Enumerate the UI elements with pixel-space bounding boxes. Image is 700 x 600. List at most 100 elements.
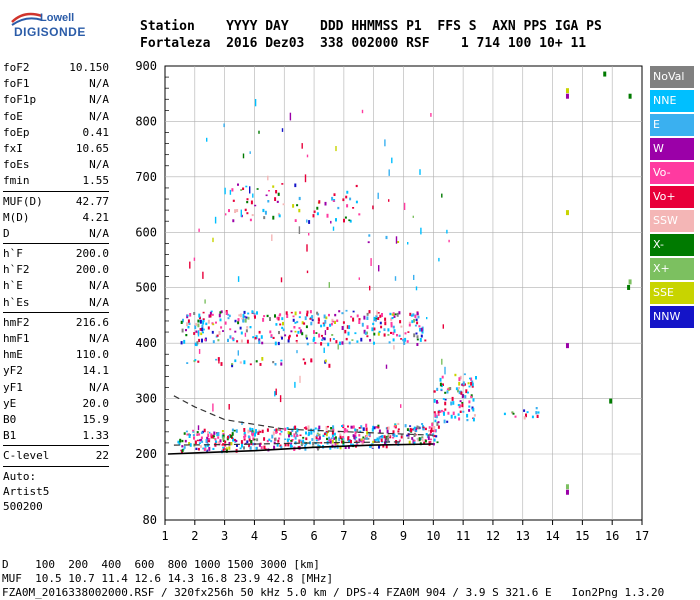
parameter-panel: foF2 10.150 foF1 N/A foF1p N/A foE N/A foEp 0.41 f… <box>3 60 109 514</box>
echo-point <box>424 439 427 443</box>
echo-point <box>324 201 327 206</box>
echo-point <box>360 425 363 429</box>
echo-point <box>177 440 180 444</box>
echo-point <box>404 337 407 342</box>
echo-point <box>471 380 474 384</box>
echo-point <box>393 425 396 428</box>
echo-point <box>339 446 342 450</box>
echo-point <box>387 426 390 430</box>
echo-point <box>341 437 344 441</box>
echo-point <box>227 338 229 342</box>
echo-point <box>366 312 369 316</box>
echo-point <box>434 429 437 433</box>
x-tick-label: 8 <box>370 529 377 543</box>
echo-point <box>441 193 443 198</box>
echo-point <box>355 440 358 443</box>
echo-point <box>299 311 302 314</box>
echo-point <box>347 445 350 449</box>
echo-point <box>210 437 213 439</box>
echo-point <box>356 314 359 318</box>
echo-point <box>354 332 357 335</box>
echo-point <box>430 113 432 117</box>
echo-point <box>537 411 540 414</box>
echo-point <box>251 310 254 314</box>
echo-point <box>290 435 293 437</box>
echo-point <box>363 315 366 320</box>
echo-point <box>210 435 213 437</box>
echo-point <box>326 213 329 218</box>
echo-point <box>198 338 201 343</box>
echo-point <box>246 212 249 215</box>
echo-point <box>301 332 304 336</box>
param-name: yF2 <box>3 364 23 378</box>
echo-point <box>296 341 298 344</box>
legend-item-ssw: SSW <box>650 210 694 232</box>
echo-point <box>410 429 413 433</box>
echo-point <box>394 423 397 425</box>
echo-point <box>274 197 277 201</box>
echo-point <box>334 442 337 446</box>
header-values: Fortaleza 2016 Dez03 338 002000 RSF 1 71… <box>140 36 587 51</box>
echo-point <box>219 311 222 314</box>
param-name: B1 <box>3 429 17 443</box>
echo-point <box>294 311 297 316</box>
echo-point <box>352 310 355 313</box>
echo-point <box>331 318 334 323</box>
echo-point <box>344 445 347 449</box>
echo-point <box>208 431 211 434</box>
echo-point <box>341 326 344 330</box>
echo-point <box>227 435 229 439</box>
echo-point <box>179 438 182 443</box>
echo-point <box>195 322 198 326</box>
echo-point <box>258 429 261 432</box>
echo-point <box>441 358 443 365</box>
echo-point <box>267 200 270 203</box>
echo-point <box>409 425 412 427</box>
echo-point <box>231 337 234 340</box>
echo-point <box>199 445 202 448</box>
echo-point <box>468 405 471 408</box>
auto-version: 500200 <box>3 499 43 513</box>
param-value: N/A <box>89 77 109 91</box>
echo-point <box>324 330 327 336</box>
echo-point <box>276 316 279 320</box>
echo-point <box>416 425 419 429</box>
param-row: B1 1.33 <box>3 428 109 444</box>
echo-point <box>320 441 323 444</box>
echo-point <box>315 332 318 334</box>
echo-point <box>337 344 339 350</box>
echo-point <box>331 439 334 444</box>
echo-point <box>372 322 375 326</box>
echo-point <box>263 315 266 318</box>
echo-point <box>246 339 249 344</box>
echo-point <box>207 431 209 434</box>
echo-point <box>232 199 235 202</box>
echo-point <box>440 388 443 391</box>
echo-point <box>209 314 212 318</box>
echo-point <box>221 430 224 433</box>
x-tick-label: 4 <box>251 529 258 543</box>
param-row: h`F 200.0 <box>3 246 109 262</box>
echo-point <box>565 489 569 495</box>
echo-point <box>334 320 336 324</box>
echo-point <box>391 317 394 320</box>
echo-point <box>400 404 402 408</box>
echo-point <box>464 395 467 399</box>
param-value: N/A <box>89 295 109 309</box>
echo-point <box>282 203 285 206</box>
echo-point <box>332 338 335 340</box>
y-tick-label: 800 <box>135 114 157 128</box>
echo-point <box>225 447 228 450</box>
x-tick-label: 11 <box>456 529 470 543</box>
echo-point <box>320 342 323 346</box>
echo-point <box>446 420 449 423</box>
echo-point <box>472 398 475 402</box>
echo-point <box>346 190 349 194</box>
echo-point <box>220 362 223 366</box>
echo-point <box>246 440 249 444</box>
echo-point <box>387 334 390 336</box>
echo-point <box>256 438 259 442</box>
echo-point <box>211 313 214 316</box>
echo-point <box>212 237 214 243</box>
echo-point <box>291 428 294 432</box>
